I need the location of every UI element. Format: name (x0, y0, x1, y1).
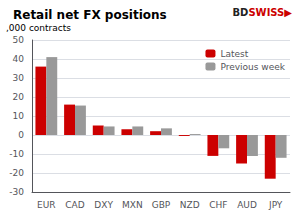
svg-text:-20: -20 (9, 168, 24, 178)
svg-text:AUD: AUD (237, 200, 257, 210)
svg-text:JPY: JPY (268, 200, 283, 210)
svg-text:,000 contracts: ,000 contracts (6, 23, 71, 33)
svg-text:-10: -10 (9, 149, 24, 159)
svg-text:BD: BD (232, 7, 248, 18)
svg-text:Retail net FX positions: Retail net FX positions (13, 8, 167, 22)
svg-text:DXY: DXY (94, 200, 113, 210)
svg-text:Latest: Latest (220, 49, 248, 59)
svg-text:CAD: CAD (65, 200, 84, 210)
svg-text:-30: -30 (9, 187, 24, 197)
svg-text:▶: ▶ (284, 7, 292, 18)
svg-text:SWISS: SWISS (248, 7, 284, 18)
svg-text:50: 50 (13, 35, 25, 45)
svg-text:40: 40 (13, 54, 25, 64)
svg-text:30: 30 (13, 73, 25, 83)
svg-text:Previous week: Previous week (220, 62, 285, 72)
svg-text:EUR: EUR (37, 200, 56, 210)
svg-text:20: 20 (13, 92, 25, 102)
svg-text:NZD: NZD (180, 200, 200, 210)
svg-text:CHF: CHF (209, 200, 227, 210)
svg-text:0: 0 (18, 130, 24, 140)
svg-text:10: 10 (13, 111, 25, 121)
svg-text:GBP: GBP (152, 200, 171, 210)
svg-text:MXN: MXN (122, 200, 143, 210)
